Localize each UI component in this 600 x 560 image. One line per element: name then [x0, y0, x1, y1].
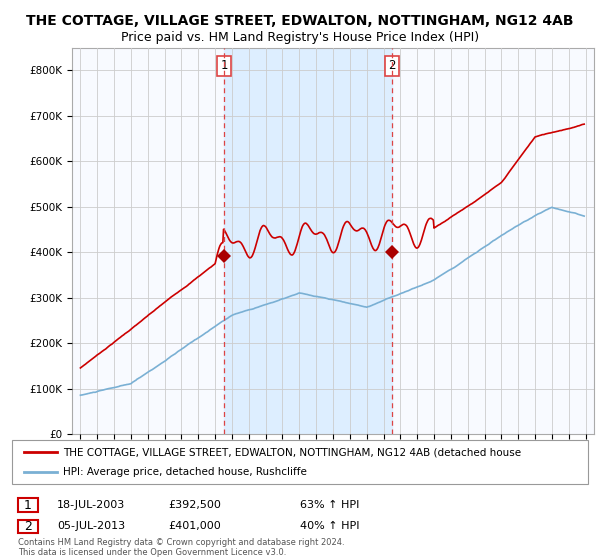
Text: 1: 1	[220, 59, 228, 72]
Text: 40% ↑ HPI: 40% ↑ HPI	[300, 521, 359, 531]
Text: £401,000: £401,000	[168, 521, 221, 531]
Text: HPI: Average price, detached house, Rushcliffe: HPI: Average price, detached house, Rush…	[63, 467, 307, 477]
Text: £392,500: £392,500	[168, 500, 221, 510]
Text: 18-JUL-2003: 18-JUL-2003	[57, 500, 125, 510]
Text: THE COTTAGE, VILLAGE STREET, EDWALTON, NOTTINGHAM, NG12 4AB: THE COTTAGE, VILLAGE STREET, EDWALTON, N…	[26, 14, 574, 28]
Bar	[224, 48, 392, 434]
Text: 05-JUL-2013: 05-JUL-2013	[57, 521, 125, 531]
Text: 2: 2	[24, 520, 32, 533]
Text: Price paid vs. HM Land Registry's House Price Index (HPI): Price paid vs. HM Land Registry's House …	[121, 31, 479, 44]
Text: THE COTTAGE, VILLAGE STREET, EDWALTON, NOTTINGHAM, NG12 4AB (detached house: THE COTTAGE, VILLAGE STREET, EDWALTON, N…	[63, 447, 521, 457]
Text: Contains HM Land Registry data © Crown copyright and database right 2024.
This d: Contains HM Land Registry data © Crown c…	[18, 538, 344, 557]
Text: 63% ↑ HPI: 63% ↑ HPI	[300, 500, 359, 510]
Text: 2: 2	[388, 59, 396, 72]
Text: 1: 1	[24, 498, 32, 512]
